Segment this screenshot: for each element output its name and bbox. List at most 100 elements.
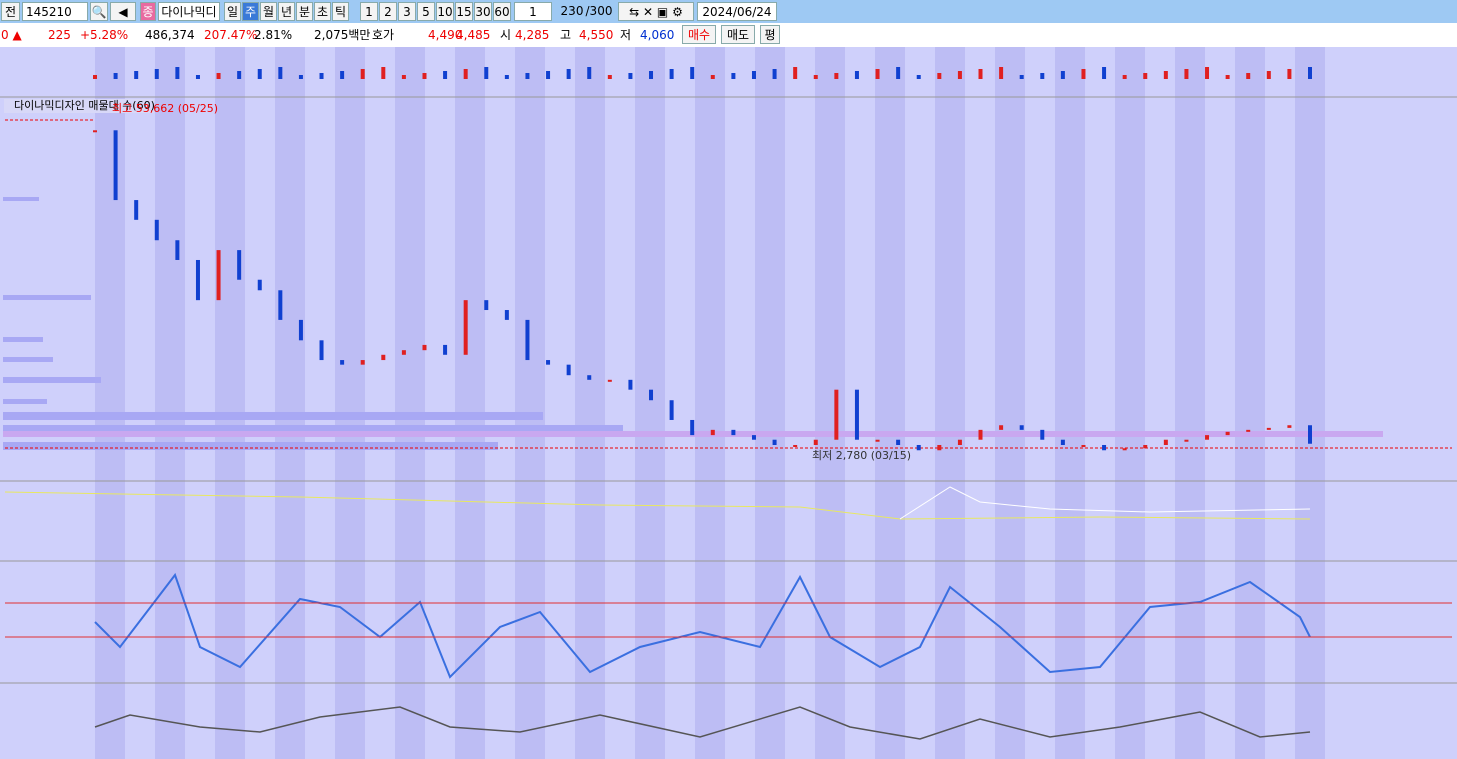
period-button[interactable]: 5: [417, 2, 435, 21]
volume-ratio: 207.47%: [204, 28, 258, 42]
stripe: [1295, 47, 1325, 759]
period-button[interactable]: 일: [224, 2, 241, 21]
volume-bar: [1287, 69, 1292, 79]
candle: [731, 429, 736, 436]
stripe: [275, 47, 305, 759]
candle: [834, 389, 839, 440]
candle: [216, 250, 221, 301]
indicator-line: [4, 491, 1311, 520]
date[interactable]: 2024/06/24: [697, 2, 777, 21]
period-button[interactable]: 15: [455, 2, 473, 21]
period-button[interactable]: 초: [314, 2, 331, 21]
volume-bar: [1225, 75, 1230, 79]
period-button[interactable]: 틱: [332, 2, 349, 21]
panel-dividers: [0, 96, 1457, 684]
candle: [1225, 431, 1230, 436]
multiplier[interactable]: 1: [514, 2, 552, 21]
volume-bar: [1019, 75, 1024, 79]
volume-bar: [566, 69, 571, 79]
stock-tag[interactable]: 종: [140, 2, 156, 21]
period-button[interactable]: 주: [242, 2, 259, 21]
candle: [978, 429, 983, 440]
stripe: [695, 47, 725, 759]
stripe: [635, 47, 665, 759]
candle: [340, 360, 345, 365]
volume-bar: [463, 69, 468, 79]
volume: 486,374: [145, 28, 195, 42]
volume-bar: [1122, 75, 1127, 79]
volume-bar: [381, 67, 386, 79]
candle: [1287, 425, 1292, 428]
buy-button[interactable]: 매수: [682, 25, 716, 44]
volume-bar: [999, 67, 1004, 79]
sound-button[interactable]: ◀: [110, 2, 136, 21]
candle: [278, 290, 283, 320]
bid: 4,485: [456, 28, 491, 42]
stripe: [1175, 47, 1205, 759]
candle: [587, 375, 592, 380]
volume-bar: [237, 71, 242, 79]
change: 225: [48, 28, 71, 42]
period-button[interactable]: 3: [398, 2, 416, 21]
candle: [710, 429, 715, 436]
stripe: [455, 47, 485, 759]
code-input[interactable]: 145210: [22, 2, 88, 21]
candle: [875, 439, 880, 442]
sell-button[interactable]: 매도: [721, 25, 755, 44]
candle: [1205, 435, 1210, 440]
candle: [257, 279, 262, 291]
volume-bar: [690, 67, 695, 79]
avg-button[interactable]: 평: [760, 25, 780, 44]
candle: [1246, 429, 1251, 432]
stock-name[interactable]: 다이나믹디: [158, 2, 220, 21]
candle: [1081, 444, 1086, 447]
period-button[interactable]: 60: [493, 2, 511, 21]
candle: [854, 389, 859, 440]
candle: [463, 300, 468, 355]
volume-bar: [1308, 67, 1312, 79]
volume-bar: [319, 73, 324, 79]
open-label: 시: [500, 28, 512, 42]
candle: [1163, 439, 1168, 445]
ask-label: 호가: [372, 28, 395, 42]
volume-bar: [1081, 69, 1086, 79]
period-button[interactable]: 10: [436, 2, 454, 21]
stripe: [755, 47, 785, 759]
low-label: 저: [620, 28, 632, 42]
period-button[interactable]: 분: [296, 2, 313, 21]
volume-bar: [1246, 73, 1251, 79]
candle: [957, 439, 962, 445]
volume-bar: [298, 75, 303, 79]
volume-bar: [154, 69, 159, 79]
search-button[interactable]: 🔍: [90, 2, 108, 21]
count: 230: [560, 4, 584, 18]
candle: [916, 444, 921, 451]
stripe: [875, 47, 905, 759]
candle: [546, 360, 551, 365]
volume-bar: [422, 73, 427, 79]
candle: [175, 240, 180, 260]
chart-title: 다이나믹디자인 매물대 수(60): [14, 99, 155, 112]
candle: [690, 419, 695, 436]
volume-bar: [1040, 73, 1045, 79]
period-button[interactable]: 30: [474, 2, 492, 21]
period-button[interactable]: 년: [278, 2, 295, 21]
code-prefix[interactable]: 전: [1, 2, 20, 21]
candle: [937, 444, 942, 451]
period-button[interactable]: 2: [379, 2, 397, 21]
tool-icons[interactable]: ⇆ ✕ ▣ ⚙: [618, 2, 694, 21]
candle: [422, 344, 427, 351]
candle: [319, 340, 324, 361]
stripe: [395, 47, 425, 759]
change-sign: 0 ▲: [1, 28, 22, 42]
candle: [443, 344, 448, 355]
period-button[interactable]: 월: [260, 2, 277, 21]
volume-bar: [546, 71, 551, 79]
high-label: 최고 53,662 (05/25): [112, 102, 218, 115]
candle: [1019, 425, 1024, 430]
volume-bar: [257, 69, 262, 79]
period-button[interactable]: 1: [360, 2, 378, 21]
volume-bar: [978, 69, 983, 79]
candle: [669, 400, 674, 420]
